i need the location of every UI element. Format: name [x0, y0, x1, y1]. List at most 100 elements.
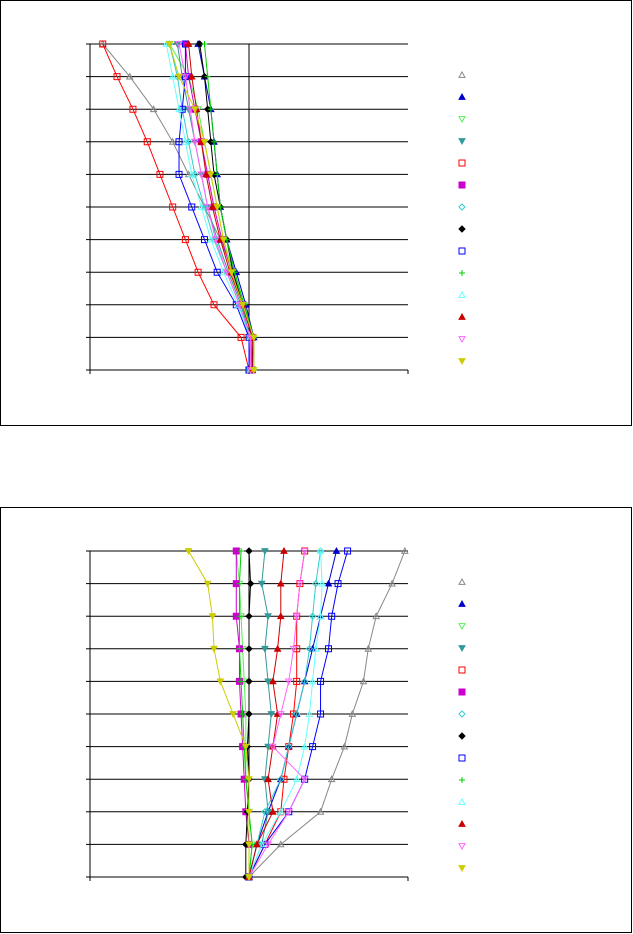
data-point [245, 874, 253, 882]
data-point [175, 138, 183, 146]
data-point [239, 711, 246, 717]
data-point [249, 367, 258, 375]
data-point [305, 645, 314, 653]
data-point [184, 548, 193, 556]
data-point [246, 579, 255, 588]
data-point [293, 677, 301, 685]
data-point [181, 137, 190, 145]
legend-marker [459, 270, 465, 276]
data-point [317, 677, 325, 685]
data-point [241, 743, 250, 751]
data-point [168, 72, 177, 80]
data-point [328, 612, 336, 620]
data-point [292, 710, 301, 718]
data-point [175, 105, 183, 113]
data-point [273, 644, 282, 652]
data-point [249, 334, 258, 342]
chart-frame [0, 507, 632, 933]
data-point [276, 579, 285, 587]
data-point [207, 138, 215, 146]
data-point [245, 645, 253, 653]
data-point [213, 268, 221, 276]
data-point [210, 301, 218, 309]
data-point [245, 808, 253, 816]
data-point [181, 73, 190, 81]
data-point [324, 579, 333, 587]
data-point [308, 677, 317, 685]
data-point [348, 709, 357, 717]
data-point [222, 269, 231, 277]
data-point [372, 612, 381, 620]
data-point [203, 105, 212, 113]
data-point [264, 678, 272, 686]
data-point [318, 579, 326, 587]
data-point [264, 841, 272, 849]
data-point [300, 548, 309, 556]
data-point [308, 612, 317, 620]
data-point [219, 236, 228, 244]
legend-marker [458, 754, 466, 762]
data-point [292, 613, 301, 621]
data-point [325, 645, 332, 653]
legend-marker [458, 203, 466, 211]
data-point [188, 203, 196, 211]
data-point [301, 547, 309, 555]
data-point [169, 203, 177, 211]
data-point [175, 170, 183, 178]
data-point [257, 580, 266, 588]
data-point [364, 644, 373, 652]
data-point [187, 170, 196, 178]
data-point [191, 138, 199, 146]
legend-marker [458, 336, 466, 344]
data-point [165, 41, 174, 49]
legend-marker [458, 599, 466, 607]
data-point [293, 612, 301, 620]
series-line [248, 550, 323, 878]
data-point [202, 170, 210, 178]
data-point [340, 742, 349, 750]
data-point [316, 546, 325, 554]
data-point [264, 613, 272, 621]
data-point [168, 137, 177, 145]
data-point [301, 775, 309, 783]
data-point [245, 677, 253, 686]
data-point [213, 204, 222, 212]
legend-marker [458, 290, 466, 298]
data-point [264, 775, 272, 783]
data-point [296, 580, 304, 588]
data-point [208, 613, 217, 621]
legend-marker [458, 225, 466, 233]
data-point [327, 775, 336, 783]
data-point [317, 710, 325, 718]
series-line [102, 43, 250, 371]
data-point [332, 546, 341, 554]
series-line [248, 550, 322, 878]
data-point [184, 39, 193, 47]
data-point [200, 138, 209, 146]
data-point [261, 808, 269, 816]
chart-frame [0, 0, 632, 426]
data-point [211, 236, 220, 244]
data-point [113, 73, 121, 81]
data-point [211, 138, 218, 145]
legend-marker [458, 138, 466, 146]
data-point [238, 548, 245, 554]
data-point [388, 579, 396, 587]
data-point [245, 366, 253, 374]
legend-marker [458, 688, 466, 696]
data-point [175, 73, 183, 81]
data-point [201, 41, 208, 47]
data-point [269, 807, 277, 815]
data-point [300, 776, 309, 784]
data-point [280, 775, 288, 783]
data-point [311, 644, 320, 652]
legend-marker [458, 247, 466, 255]
data-point [203, 580, 212, 588]
data-point [277, 775, 285, 783]
data-point [203, 204, 212, 212]
data-point [175, 41, 183, 49]
data-point [245, 612, 253, 620]
data-point [245, 776, 253, 784]
data-point [200, 236, 208, 244]
legend-marker [458, 645, 466, 653]
